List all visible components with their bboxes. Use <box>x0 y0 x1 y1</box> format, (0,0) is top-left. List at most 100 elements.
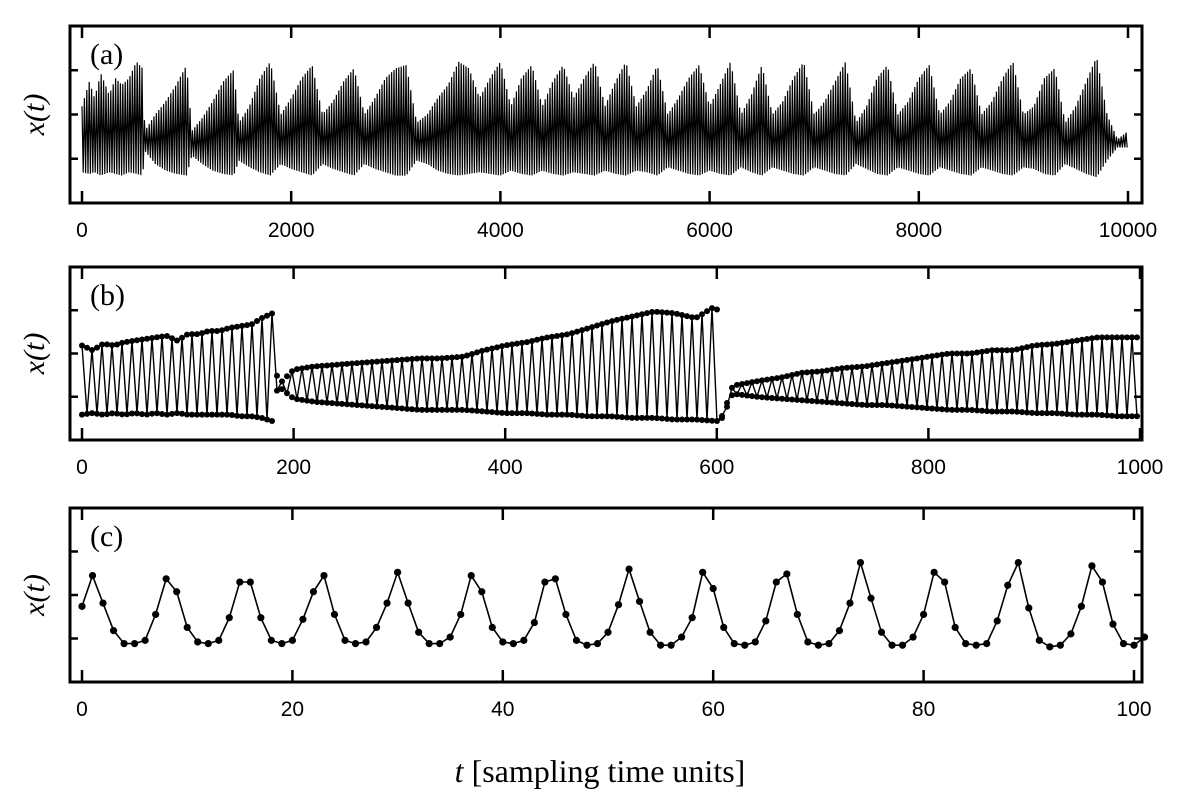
data-point <box>772 578 780 586</box>
data-point-max <box>1119 334 1125 341</box>
data-point-max <box>214 327 220 334</box>
data-point-max <box>834 366 840 373</box>
data-point <box>888 641 896 649</box>
data-point-max <box>974 349 980 356</box>
data-point-max <box>264 312 270 319</box>
data-point-min <box>189 411 195 418</box>
data-point-min <box>884 402 890 409</box>
data-point <box>983 640 991 648</box>
data-point-max <box>1004 347 1010 354</box>
data-point <box>257 614 265 622</box>
data-point-max <box>184 331 190 338</box>
data-point-max <box>609 318 615 325</box>
data-point-min <box>599 413 605 420</box>
data-point-max <box>379 358 385 365</box>
data-point-max <box>444 354 450 361</box>
data-point-min <box>689 416 695 423</box>
data-point-max <box>389 357 395 364</box>
data-point-min <box>1029 409 1035 416</box>
data-point-max <box>124 338 130 345</box>
data-point-max <box>434 355 440 362</box>
data-point-max <box>89 347 95 354</box>
data-point-min <box>259 414 265 421</box>
data-point <box>299 615 307 623</box>
data-point-max <box>629 313 635 320</box>
data-point-min <box>79 411 85 418</box>
data-point <box>509 640 517 648</box>
data-point-max <box>239 322 245 329</box>
data-point-max <box>954 350 960 357</box>
data-point <box>814 641 823 649</box>
x-tick-label: 40 <box>491 698 514 721</box>
data-point-max <box>949 350 955 357</box>
data-point-min <box>114 410 120 417</box>
data-point <box>309 588 318 596</box>
data-point-max <box>479 347 485 354</box>
data-point-min <box>984 408 990 415</box>
data-point-max <box>114 341 120 348</box>
data-point <box>1046 643 1054 651</box>
data-point-max <box>694 314 700 321</box>
data-point <box>478 588 486 596</box>
data-point-max <box>459 353 465 360</box>
data-point-max <box>409 355 415 362</box>
data-point-max <box>984 348 990 355</box>
x-tick-label: 100 <box>1116 698 1151 721</box>
data-point-max <box>104 341 110 348</box>
y-axis-label: x(t) <box>18 94 51 137</box>
data-point <box>993 617 1001 625</box>
data-point-min <box>429 406 435 413</box>
data-point <box>530 618 538 627</box>
data-point-max <box>789 371 795 378</box>
data-point-max <box>779 374 785 381</box>
data-point-max <box>1084 336 1090 343</box>
data-point-min <box>579 412 585 419</box>
data-point <box>88 571 97 580</box>
data-point-max <box>944 350 950 357</box>
data-point <box>1025 604 1033 612</box>
data-point-min <box>84 410 90 417</box>
data-point-max <box>559 332 565 339</box>
data-point-max <box>244 322 250 329</box>
data-point-max <box>164 332 170 339</box>
data-point-max <box>354 360 360 367</box>
data-point-max <box>744 380 750 387</box>
data-point-max <box>824 367 830 374</box>
data-point-min <box>459 406 465 413</box>
data-point-min <box>119 411 125 418</box>
data-point-max <box>729 384 735 391</box>
data-point <box>688 614 696 622</box>
data-point-max <box>644 310 650 317</box>
data-point-max <box>489 345 495 352</box>
data-point-max <box>154 334 160 341</box>
x-tick-label: 60 <box>702 698 725 721</box>
data-point-min <box>474 407 480 414</box>
data-point-max <box>304 364 310 371</box>
x-tick-label: 0 <box>76 219 88 242</box>
data-point-max <box>94 344 100 351</box>
data-point-min <box>1044 410 1050 417</box>
data-point-min <box>549 411 555 418</box>
data-point-max <box>1019 345 1025 352</box>
data-point <box>1067 630 1075 638</box>
data-point-min <box>999 408 1005 415</box>
data-point-min <box>494 409 500 416</box>
data-point-min <box>824 399 830 406</box>
data-point-max <box>484 346 490 353</box>
data-point <box>635 597 644 606</box>
data-point-max <box>674 310 680 317</box>
data-point-max <box>884 360 890 367</box>
data-point-min <box>354 402 360 409</box>
x-tick-label: 6000 <box>686 219 733 242</box>
data-point-min <box>679 416 685 423</box>
data-point-min <box>219 411 225 418</box>
data-point <box>99 599 107 607</box>
data-point <box>604 628 612 636</box>
data-point-min <box>654 415 660 422</box>
data-point <box>467 571 475 580</box>
data-point-max <box>439 355 445 362</box>
data-point-min <box>609 413 615 420</box>
data-point <box>804 638 812 646</box>
data-point <box>751 638 759 646</box>
